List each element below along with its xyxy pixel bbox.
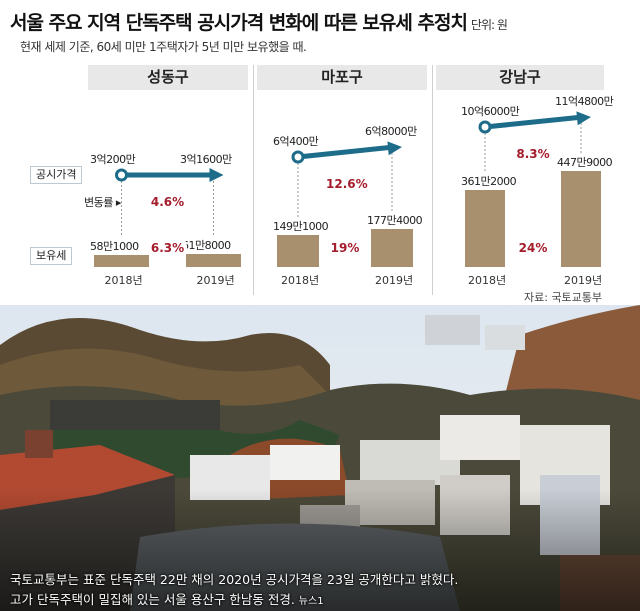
source-note: 자료: 국토교통부: [524, 291, 603, 304]
panel-header: 성동구: [88, 65, 248, 90]
price-change-percent: 12.6%: [326, 165, 368, 203]
panel-header: 강남구: [436, 65, 604, 90]
price-label: 6억8000만: [365, 125, 417, 138]
arrow-head: [576, 111, 591, 126]
panel-divider: [432, 65, 433, 295]
tax-change-percent: 24%: [514, 229, 552, 267]
photo-credit: 뉴스1: [298, 596, 324, 607]
price-arrow-graphic: [478, 111, 591, 172]
year-label: 2018년: [468, 274, 507, 287]
panel-header: 마포구: [257, 65, 427, 90]
photo-caption-line2: 고가 단독주택이 밀집해 있는 서울 용산구 한남동 전경. 뉴스1: [10, 592, 324, 607]
tax-change-percent: 19%: [326, 229, 364, 267]
price-label: 10억6000만: [461, 105, 520, 118]
price-arrow: [297, 144, 395, 160]
tax-change-percent: 6.3%: [148, 229, 187, 267]
tax-label: 61만8000: [182, 238, 231, 252]
panel-divider: [253, 65, 254, 295]
tax-label: 177만4000: [367, 213, 423, 227]
tax-label: 58만1000: [90, 239, 139, 253]
year-label: 2019년: [196, 274, 235, 287]
legend-price-label: 공시가격: [30, 166, 83, 184]
neighborhood-photo-illustration: [0, 305, 640, 611]
tax-bar: [94, 254, 149, 267]
chart-subtitle: 현재 세제 기준, 60세 미만 1주택자가 5년 미만 보유했을 때.: [20, 40, 307, 54]
chart-title: 서울 주요 지역 단독주택 공시가격 변화에 따른 보유세 추정치 단위: 원: [10, 12, 508, 34]
legend-tax-label: 보유세: [30, 247, 73, 265]
arrow-head: [387, 141, 402, 156]
year-label: 2018년: [281, 274, 320, 287]
price-label: 3억200만: [90, 153, 136, 166]
tax-bar: [561, 171, 601, 267]
arrow-start-dot: [478, 120, 492, 134]
tax-bar: [371, 228, 413, 267]
tax-bar: [465, 189, 505, 267]
legend-change-label: 변동률 ▸: [84, 196, 121, 209]
tax-bar: [186, 253, 241, 267]
price-label: 6억400만: [273, 135, 319, 148]
price-arrow: [484, 114, 584, 130]
infographic: 서울 주요 지역 단독주택 공시가격 변화에 따른 보유세 추정치 단위: 원 현…: [0, 0, 640, 305]
year-label: 2019년: [375, 274, 414, 287]
year-label: 2018년: [104, 274, 143, 287]
price-label: 11억4800만: [555, 95, 614, 108]
price-change-percent: 4.6%: [148, 183, 187, 221]
unit-label: 단위: 원: [470, 18, 508, 32]
price-change-percent: 8.3%: [514, 135, 552, 173]
year-label: 2019년: [564, 274, 603, 287]
hannam-dong-photo: 국토교통부는 표준 단독주택 22만 채의 2020년 공시가격을 23일 공개…: [0, 305, 640, 611]
price-label: 3억1600만: [180, 153, 232, 166]
price-arrow-graphic: [291, 141, 402, 218]
arrow-start-dot: [291, 150, 305, 164]
tax-bar: [277, 235, 319, 267]
arrow-head: [209, 168, 224, 182]
tax-label: 149만1000: [273, 220, 329, 234]
photo-caption-line1: 국토교통부는 표준 단독주택 22만 채의 2020년 공시가격을 23일 공개…: [10, 572, 459, 587]
arrow-start-dot: [115, 168, 128, 182]
tax-label: 361만2000: [461, 174, 517, 188]
price-arrow-graphic: [115, 168, 224, 237]
tax-label: 447만9000: [557, 156, 613, 169]
